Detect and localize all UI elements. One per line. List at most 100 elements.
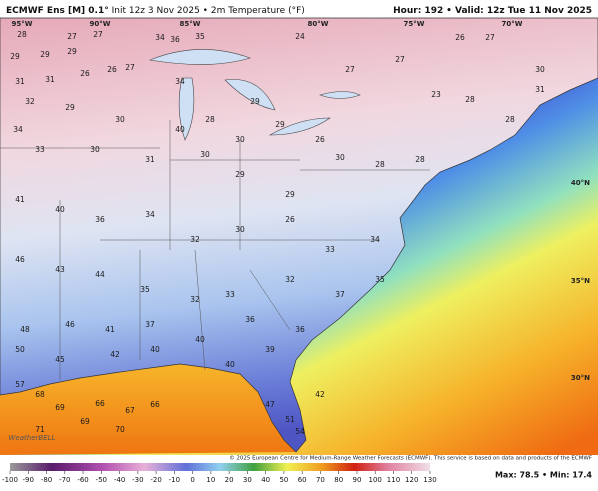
station-temp: 26 (285, 215, 295, 224)
station-temp: 31 (15, 77, 25, 86)
station-temp: 39 (265, 345, 275, 354)
station-temp: 27 (93, 30, 103, 39)
graticule-labels: 95°W 90°W 85°W 80°W 75°W 70°W 40°N 35°N 30°N (12, 20, 591, 382)
station-temp: 26 (315, 135, 325, 144)
borders (0, 120, 430, 380)
station-temp: 33 (225, 290, 235, 299)
station-temp: 50 (15, 345, 25, 354)
station-temp: 40 (225, 360, 235, 369)
station-temp: 28 (375, 160, 385, 169)
colorbar-label: 10 (206, 476, 215, 484)
station-temp: 29 (67, 47, 77, 56)
station-temp: 35 (375, 275, 385, 284)
gulf (0, 364, 296, 455)
station-temp: 27 (345, 65, 355, 74)
colorbar-label: -80 (41, 476, 52, 484)
footer: © 2025 European Centre for Medium-Range … (229, 455, 592, 462)
station-temp: 30 (535, 65, 545, 74)
station-temp: 32 (285, 275, 295, 284)
station-temp: 66 (150, 400, 160, 409)
station-temp: 29 (275, 120, 285, 129)
colorbar-label: 0 (190, 476, 194, 484)
station-temp: 34 (155, 33, 165, 42)
station-temp: 57 (15, 380, 25, 389)
station-temp: 70 (115, 425, 125, 434)
station-temp: 46 (15, 255, 25, 264)
colorbar-label: 70 (316, 476, 325, 484)
station-temp: 44 (95, 270, 105, 279)
station-temp: 35 (140, 285, 150, 294)
station-temp: 26 (455, 33, 465, 42)
station-temp: 29 (40, 50, 50, 59)
colorbar-label: -60 (77, 476, 88, 484)
station-temp: 28 (17, 30, 27, 39)
header-right: Hour: 192 • Valid: 12z Tue 11 Nov 2025 (393, 6, 592, 16)
station-temp: 29 (65, 103, 75, 112)
station-temp: 27 (125, 63, 135, 72)
lat-label: 40°N (571, 179, 590, 187)
colorbar-label: -10 (169, 476, 180, 484)
colorbar-label: 110 (387, 476, 400, 484)
station-temp: 36 (95, 215, 105, 224)
station-temp: 34 (370, 235, 380, 244)
station-temp: 29 (10, 52, 20, 61)
model: ECMWF Ens [M] 0.1° (6, 6, 109, 16)
station-temp: 40 (150, 345, 160, 354)
station-temp: 30 (200, 150, 210, 159)
station-temp: 26 (107, 65, 117, 74)
station-temp: 51 (285, 415, 295, 424)
station-temp: 34 (13, 125, 23, 134)
map: 95°W 90°W 85°W 80°W 75°W 70°W40°N35°N30°N 28 2… (0, 17, 598, 455)
station-temp: 24 (295, 32, 305, 41)
hour: Hour: 192 (393, 6, 443, 16)
colorbar-label: -50 (96, 476, 107, 484)
station-temp: 37 (335, 290, 345, 299)
station-temp: 69 (55, 403, 65, 412)
valid: • Valid: 12z Tue 11 Nov 2025 (446, 6, 592, 16)
colorbar-label: 60 (298, 476, 307, 484)
lon-label: 75°W (404, 20, 425, 28)
station-temp: 27 (395, 55, 405, 64)
station-temp: 27 (485, 33, 495, 42)
station-temp: 37 (145, 320, 155, 329)
colorbar-label: 120 (405, 476, 418, 484)
station-temp: 67 (125, 406, 135, 415)
station-temp: 33 (325, 245, 335, 254)
stats: Max: 78.5 • Min: 17.4 (495, 471, 592, 480)
lat-label: 35°N (571, 277, 590, 285)
station-temp: 43 (55, 265, 65, 274)
station-temp: 30 (235, 135, 245, 144)
station-temp: 29 (285, 190, 295, 199)
station-temp: 45 (55, 355, 65, 364)
station-temp: 40 (195, 335, 205, 344)
station-temp: 40 (55, 205, 65, 214)
colorbar-label: -30 (132, 476, 143, 484)
station-temp: 47 (265, 400, 275, 409)
colorbar-label: -70 (59, 476, 70, 484)
station-temp: 71 (35, 425, 45, 434)
colorbar-label: 20 (225, 476, 234, 484)
station-temp: 28 (415, 155, 425, 164)
lon-label: 90°W (90, 20, 111, 28)
station-temp: 36 (170, 35, 180, 44)
station-temp: 31 (45, 75, 55, 84)
land (0, 17, 598, 453)
station-temp: 29 (235, 170, 245, 179)
station-temp: 42 (315, 390, 325, 399)
station-temp: 54 (295, 427, 305, 436)
station-temp: 28 (205, 115, 215, 124)
station-temp: 33 (35, 145, 45, 154)
station-temp: 31 (145, 155, 155, 164)
station-temp: 34 (145, 210, 155, 219)
run: Init 12z 3 Nov 2025 • 2m Temperature (°F… (112, 6, 305, 16)
colorbar-label: 100 (369, 476, 382, 484)
station-temp: 35 (195, 32, 205, 41)
station-temp: 27 (67, 32, 77, 41)
lon-label: 85°W (180, 20, 201, 28)
colorbar-label: 30 (243, 476, 252, 484)
station-temp: 41 (15, 195, 25, 204)
header-left: ECMWF Ens [M] 0.1° Init 12z 3 Nov 2025 •… (6, 6, 305, 16)
header-bar (0, 0, 598, 18)
station-temp: 28 (465, 95, 475, 104)
